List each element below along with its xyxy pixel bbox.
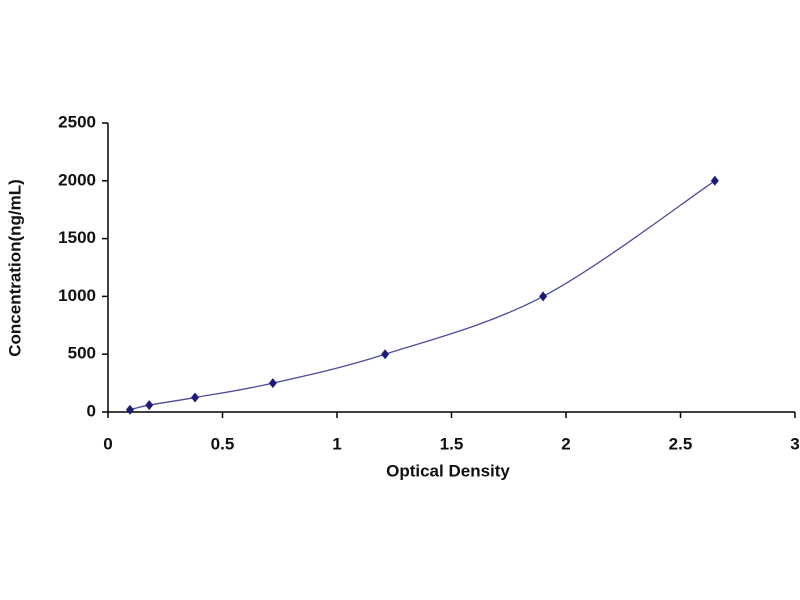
x-tick-label: 0	[103, 434, 112, 453]
x-axis-label: Optical Density	[386, 461, 510, 480]
data-point	[125, 404, 134, 415]
y-axis-label: Concentration(ng/mL)	[5, 179, 24, 357]
data-point	[539, 291, 548, 302]
y-tick-label: 500	[68, 344, 96, 363]
data-point	[710, 175, 719, 186]
trend-line	[129, 180, 716, 411]
data-point	[145, 400, 154, 411]
data-point	[381, 349, 390, 360]
y-tick-label: 1000	[58, 286, 96, 305]
y-tick-label: 0	[87, 401, 96, 420]
x-tick-label: 1.5	[440, 434, 464, 453]
x-tick-label: 2.5	[669, 434, 693, 453]
x-tick-label: 2	[561, 434, 570, 453]
data-point	[191, 392, 200, 403]
x-tick-label: 0.5	[211, 434, 235, 453]
y-tick-label: 1500	[58, 228, 96, 247]
y-tick-label: 2000	[58, 170, 96, 189]
x-tick-label: 1	[332, 434, 341, 453]
y-tick-label: 2500	[58, 112, 96, 131]
x-tick-label: 3	[790, 434, 799, 453]
data-point	[268, 378, 277, 389]
